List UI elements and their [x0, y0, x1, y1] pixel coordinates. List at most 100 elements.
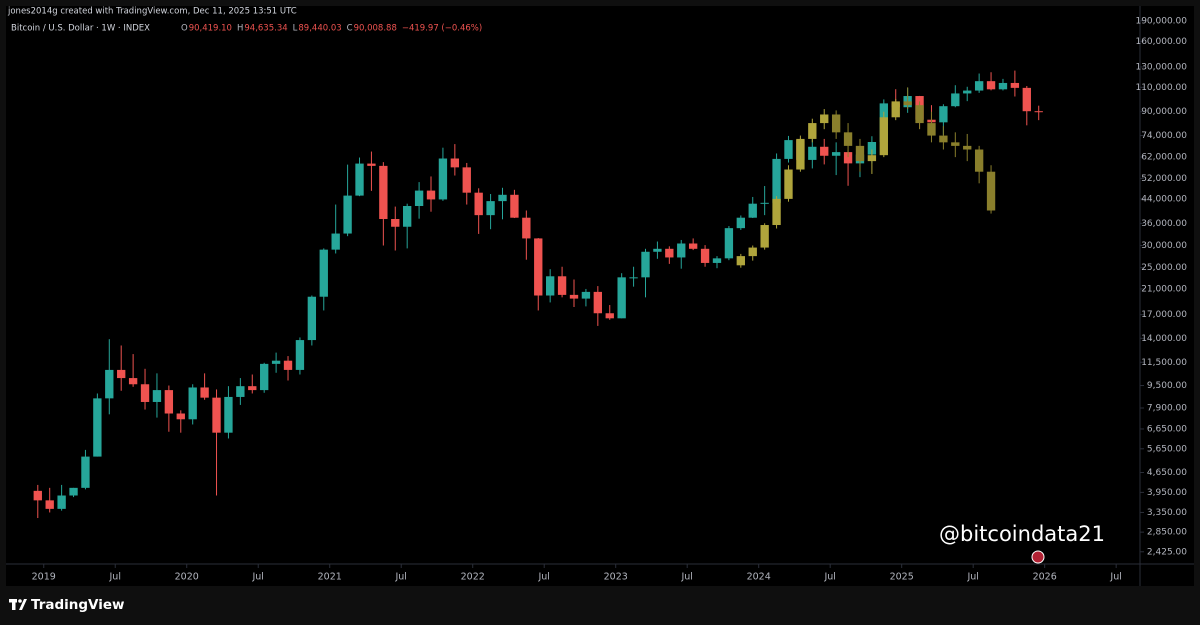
- candle-body: [391, 218, 400, 227]
- y-tick-label: 62,000.00: [1141, 153, 1187, 163]
- candle-body: [641, 251, 650, 278]
- candle-body: [93, 398, 102, 457]
- y-tick-label: 190,000.00: [1135, 16, 1187, 26]
- y-tick-label: 14,000.00: [1141, 334, 1187, 344]
- candle-body: [712, 258, 722, 263]
- candle-body: [843, 152, 853, 164]
- candle-body: [343, 195, 352, 234]
- candle-body: [843, 132, 853, 146]
- candle-body: [831, 114, 841, 133]
- y-tick-label: 9,500.00: [1147, 381, 1187, 391]
- candle-body: [748, 203, 757, 218]
- ohlc-value: 90,008.88: [354, 24, 397, 34]
- candle-body: [629, 277, 638, 279]
- candle-body: [867, 155, 877, 162]
- y-tick-label: 110,000.00: [1135, 83, 1187, 93]
- candle-body: [677, 243, 686, 258]
- x-tick-label: Jul: [109, 572, 121, 583]
- logo-part: [18, 599, 22, 603]
- candle-body: [438, 158, 448, 200]
- candle-body: [915, 105, 924, 124]
- x-tick-label: Jul: [823, 572, 835, 583]
- y-tick-label: 6,650.00: [1147, 424, 1187, 434]
- candle-body: [986, 81, 996, 90]
- candle-body: [569, 294, 579, 299]
- y-tick-label: 130,000.00: [1135, 62, 1187, 72]
- candle-body: [140, 384, 150, 402]
- candle-body: [963, 145, 972, 150]
- y-tick-label: 17,000.00: [1141, 310, 1187, 320]
- candle-body: [414, 190, 424, 207]
- y-tick-label: 90,000.00: [1141, 107, 1187, 117]
- candle-body: [963, 90, 972, 94]
- ohlc-value: 90,419.10: [189, 24, 232, 34]
- candle-body: [653, 248, 662, 252]
- candle-body: [1034, 111, 1043, 113]
- y-tick-label: 7,900.00: [1147, 403, 1187, 413]
- x-tick-label: 2026: [1033, 572, 1057, 583]
- flag-icon: [1031, 550, 1045, 564]
- candle-body: [510, 194, 519, 218]
- x-tick-label: Jul: [680, 572, 692, 583]
- x-tick-label: Jul: [251, 572, 263, 583]
- candle-body: [724, 228, 734, 259]
- y-tick-label: 30,000.00: [1141, 241, 1187, 251]
- candle-body: [474, 192, 483, 216]
- ohlc-change: −419.97 (−0.46%): [402, 24, 482, 34]
- candle-body: [617, 277, 626, 319]
- candle-body: [665, 248, 674, 258]
- candle-body: [939, 135, 948, 143]
- candle-body: [820, 146, 829, 156]
- candle-body: [486, 201, 495, 216]
- ohlc-value: 89,440.03: [298, 24, 341, 34]
- candle-body: [450, 158, 460, 168]
- candle-body: [796, 138, 805, 170]
- candle-body: [426, 190, 436, 200]
- y-tick-label: 2,425.00: [1147, 547, 1187, 557]
- candle-body: [367, 163, 376, 166]
- candle-body: [164, 390, 174, 414]
- ohlc-legend: O 90,419.10 H 94,635.34 L 89,440.03 C 90,008.88…: [181, 24, 482, 34]
- brand: TradingView: [31, 597, 125, 613]
- candle-body: [760, 225, 769, 248]
- ohlc-key: C: [347, 24, 353, 34]
- y-tick-label: 21,000.00: [1141, 284, 1187, 294]
- y-tick-label: 3,950.00: [1147, 488, 1187, 498]
- candle-body: [748, 247, 757, 257]
- x-tick-label: 2023: [604, 572, 628, 583]
- candle-body: [891, 101, 900, 118]
- candle-body: [688, 243, 698, 249]
- candle-body: [831, 152, 841, 156]
- candle-body: [212, 397, 221, 433]
- candle-body: [81, 456, 90, 488]
- x-tick-label: 2025: [890, 572, 914, 583]
- x-tick-label: Jul: [966, 572, 978, 583]
- candle-body: [593, 291, 603, 314]
- candle-body: [1022, 87, 1031, 112]
- logo-part: [12, 599, 16, 610]
- candle-body: [939, 106, 948, 123]
- candle-body: [105, 369, 114, 399]
- logo-part: [19, 599, 27, 610]
- candle-body: [820, 114, 829, 124]
- candle-body: [808, 146, 817, 160]
- y-tick-label: 5,650.00: [1147, 444, 1187, 454]
- y-tick-label: 4,650.00: [1147, 468, 1187, 478]
- y-tick-label: 36,000.00: [1141, 219, 1187, 229]
- candle-body: [974, 149, 984, 172]
- candle-body: [522, 217, 531, 239]
- candle-body: [772, 198, 781, 226]
- candle-body: [462, 167, 471, 193]
- y-tick-label: 3,350.00: [1147, 508, 1187, 518]
- candle-body: [736, 256, 745, 266]
- candle-body: [176, 413, 185, 420]
- candle-body: [581, 291, 591, 299]
- y-tick-label: 11,500.00: [1141, 358, 1187, 368]
- candle-body: [534, 238, 543, 296]
- x-tick-label: 2021: [318, 572, 342, 583]
- candle-body: [998, 82, 1008, 90]
- candle-body: [498, 194, 507, 202]
- ohlc-key: H: [237, 24, 243, 34]
- y-tick-label: 2,850.00: [1147, 528, 1187, 538]
- candle-body: [927, 123, 936, 136]
